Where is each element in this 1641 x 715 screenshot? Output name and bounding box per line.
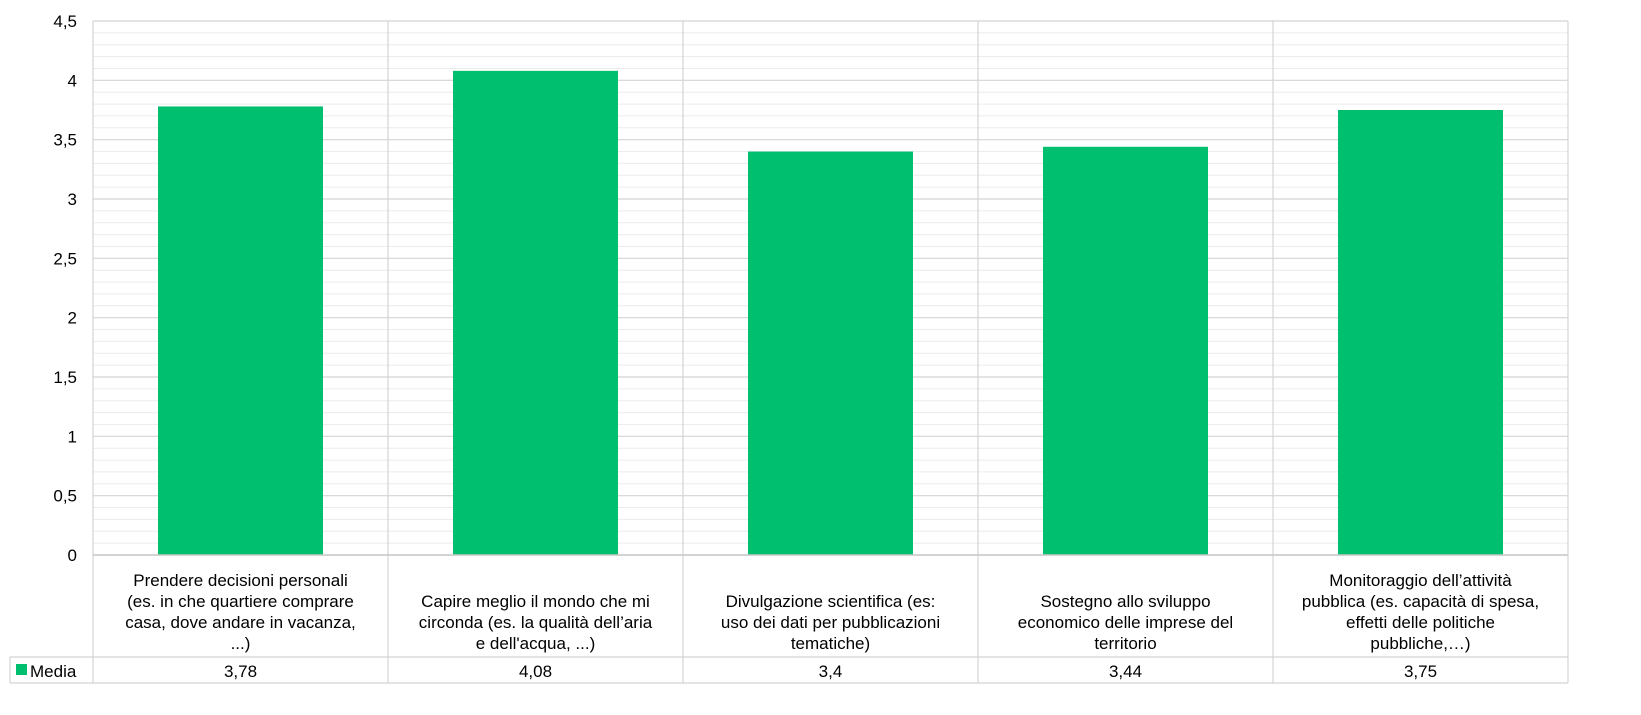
y-axis-tick-labels: 0 0,5 1 1,5 2 2,5 3 3,5 4 4,5 <box>53 12 77 565</box>
value-cell: 3,75 <box>1404 662 1437 681</box>
category-label-line: Capire meglio il mondo che mi <box>421 592 650 611</box>
category-label: Sostegno allo sviluppo economico delle im… <box>1018 592 1233 653</box>
legend: Media <box>16 662 77 681</box>
bar <box>1338 110 1503 555</box>
bar <box>1043 146 1208 555</box>
category-label-line: Sostegno allo sviluppo <box>1040 592 1210 611</box>
y-tick-label: 0 <box>68 546 77 565</box>
category-label-line: e dell'acqua, ...) <box>476 634 595 653</box>
y-tick-label: 2 <box>68 309 77 328</box>
legend-swatch <box>16 664 27 675</box>
category-label-line: Monitoraggio dell’attività <box>1329 571 1512 590</box>
value-cell: 3,4 <box>819 662 843 681</box>
category-label-line: ...) <box>231 634 251 653</box>
category-label-line: uso dei dati per pubblicazioni <box>721 613 940 632</box>
bar <box>748 151 913 556</box>
value-cell: 3,44 <box>1109 662 1142 681</box>
category-label-line: Divulgazione scientifica (es: <box>726 592 936 611</box>
category-label-line: economico delle imprese del <box>1018 613 1233 632</box>
category-label-line: circonda (es. la qualità dell’aria <box>419 613 653 632</box>
category-label: Monitoraggio dell’attività pubblica (es. … <box>1302 571 1539 653</box>
category-label-line: tematiche) <box>791 634 870 653</box>
category-label-line: pubblica (es. capacità di spesa, <box>1302 592 1539 611</box>
y-tick-label: 2,5 <box>53 249 77 268</box>
bar <box>453 70 618 555</box>
value-cell: 3,78 <box>224 662 257 681</box>
bar <box>158 106 323 555</box>
bars <box>158 70 1503 556</box>
category-label: Divulgazione scientifica (es: uso dei dat… <box>721 592 940 653</box>
category-label-line: pubbliche,…) <box>1370 634 1470 653</box>
y-tick-label: 3 <box>68 190 77 209</box>
y-tick-label: 4,5 <box>53 12 77 31</box>
category-labels: Prendere decisioni personali (es. in che … <box>125 571 1539 653</box>
value-cell: 4,08 <box>519 662 552 681</box>
category-label-line: casa, dove andare in vacanza, <box>125 613 356 632</box>
data-table: 3,78 4,08 3,4 3,44 3,75 <box>9 554 1569 684</box>
y-tick-label: 4 <box>68 71 77 90</box>
y-tick-label: 0,5 <box>53 487 77 506</box>
category-label-line: territorio <box>1094 634 1156 653</box>
y-tick-label: 3,5 <box>53 131 77 150</box>
legend-series-name: Media <box>30 662 77 681</box>
y-tick-label: 1,5 <box>53 368 77 387</box>
category-label: Capire meglio il mondo che mi circonda (e… <box>419 592 653 653</box>
y-tick-label: 1 <box>68 427 77 446</box>
category-label-line: (es. in che quartiere comprare <box>127 592 354 611</box>
category-label-line: effetti delle politiche <box>1346 613 1495 632</box>
category-label: Prendere decisioni personali (es. in che … <box>125 571 356 653</box>
category-label-line: Prendere decisioni personali <box>133 571 348 590</box>
